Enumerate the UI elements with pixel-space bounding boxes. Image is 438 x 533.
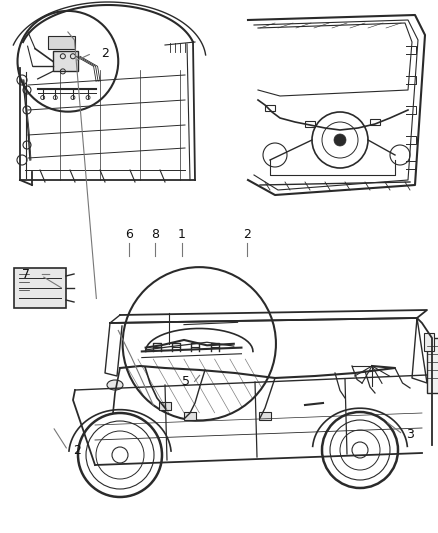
Bar — [424, 333, 434, 351]
Text: 1: 1 — [178, 228, 186, 241]
Text: 2: 2 — [244, 228, 251, 241]
Bar — [14, 268, 66, 308]
Bar — [53, 51, 78, 71]
Text: 3: 3 — [406, 428, 413, 441]
Bar — [48, 36, 75, 49]
Bar — [159, 402, 171, 410]
Bar — [427, 338, 438, 393]
Bar — [370, 119, 380, 125]
Circle shape — [352, 442, 368, 458]
Circle shape — [112, 447, 128, 463]
Text: 5: 5 — [182, 375, 190, 387]
Bar — [184, 412, 196, 420]
Bar — [265, 105, 275, 111]
Text: 6: 6 — [125, 228, 133, 241]
Text: 7: 7 — [22, 268, 30, 281]
Circle shape — [334, 134, 346, 146]
Text: 2: 2 — [73, 444, 81, 457]
Text: 2: 2 — [101, 47, 109, 60]
Bar — [259, 412, 271, 420]
Text: 8: 8 — [152, 228, 159, 241]
Bar — [305, 121, 315, 127]
Ellipse shape — [107, 380, 123, 390]
